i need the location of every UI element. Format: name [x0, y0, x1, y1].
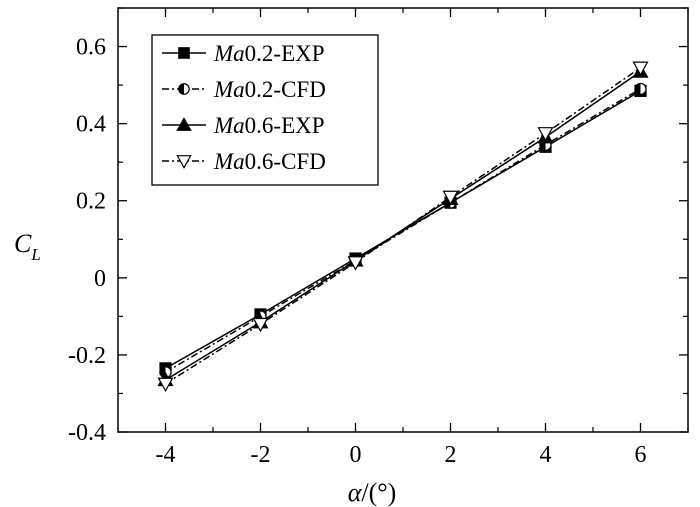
- legend-entry: Ma0.2-CFD: [162, 77, 326, 102]
- legend-label-rest: 0.6-CFD: [245, 149, 326, 174]
- series-line: [165, 88, 641, 373]
- legend-box: [151, 34, 379, 186]
- y-axis-title: CL: [14, 229, 41, 264]
- x-axis-title-unit: /(°): [361, 478, 396, 507]
- x-tick-label: 0: [350, 442, 362, 468]
- legend-label-rest: 0.6-EXP: [245, 113, 325, 138]
- x-tick-label: 2: [445, 442, 457, 468]
- data-point: [632, 61, 649, 76]
- x-tick-label: 4: [540, 442, 552, 468]
- marker-fill: [635, 83, 641, 95]
- y-axis-title-main: C: [14, 229, 32, 258]
- data-point: [157, 377, 174, 393]
- series-line: [165, 67, 641, 385]
- y-tick-label: -0.2: [68, 343, 106, 369]
- series-layer: [157, 61, 649, 393]
- legend-label-italic: Ma: [213, 113, 245, 138]
- legend-label: Ma0.2-CFD: [213, 77, 326, 102]
- y-axis-title-sub: L: [30, 245, 40, 264]
- series-line: [165, 90, 641, 370]
- data-point: [634, 82, 647, 96]
- y-tick-label: 0.6: [76, 35, 106, 61]
- legend-label-italic: Ma: [213, 149, 245, 174]
- legend-entry: Ma0.6-CFD: [162, 149, 326, 174]
- legend-entry: Ma0.2-EXP: [162, 41, 325, 66]
- y-tick-label: 0.4: [76, 112, 106, 138]
- x-axis-title-var: α: [348, 478, 363, 507]
- marker-fill: [178, 83, 184, 95]
- legend-label-rest: 0.2-EXP: [245, 41, 325, 66]
- legend-label: Ma0.2-EXP: [213, 41, 325, 66]
- legend-marker: [176, 117, 192, 131]
- data-point: [347, 256, 364, 271]
- x-tick-label: -4: [156, 442, 176, 468]
- legend-label: Ma0.6-CFD: [213, 149, 326, 174]
- x-axis-title: α/(°): [348, 478, 397, 507]
- x-tick-label: 6: [635, 442, 647, 468]
- y-tick-label: 0.2: [76, 189, 106, 215]
- legend-label: Ma0.6-EXP: [213, 113, 325, 138]
- legend-entry: Ma0.6-EXP: [162, 113, 325, 138]
- y-tick-label: -0.4: [68, 420, 106, 446]
- legend-label-italic: Ma: [213, 41, 245, 66]
- y-tick-label: 0: [94, 266, 106, 292]
- series-4: [157, 61, 649, 393]
- legend-marker: [176, 155, 192, 169]
- legend-marker: [178, 47, 190, 59]
- legend-marker: [178, 83, 190, 95]
- x-tick-label: -2: [251, 442, 271, 468]
- data-point: [537, 127, 554, 142]
- series-line: [165, 70, 641, 381]
- legend-label-rest: 0.2-CFD: [245, 77, 326, 102]
- data-point: [442, 190, 459, 206]
- axes: -4 -2 0 2 4 6 -0.4 -0.2 0 0.2 0.4 0.6: [68, 7, 689, 468]
- legend-label-italic: Ma: [213, 77, 245, 102]
- data-point: [252, 317, 269, 333]
